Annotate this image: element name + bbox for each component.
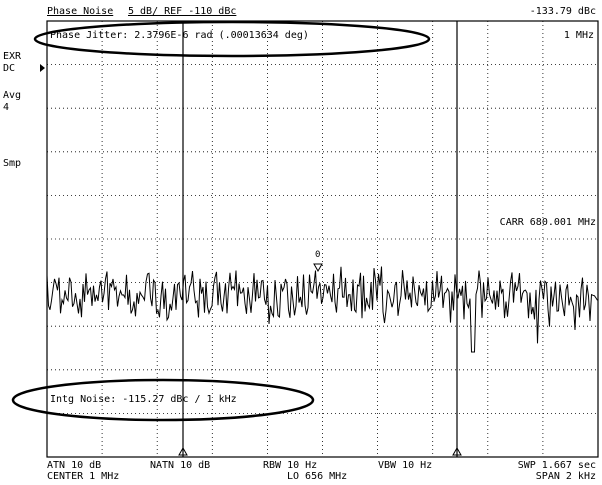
sweep-time-readout: SWP 1.667 sec (517, 460, 596, 471)
graticule-grid (47, 21, 598, 457)
center-marker-icon (313, 263, 323, 273)
intg-noise-highlight (11, 378, 315, 422)
vbw-readout: VBW 10 Hz (378, 460, 433, 471)
display-title: Phase Noise (47, 6, 114, 17)
rbw-readout: RBW 10 Hz (263, 460, 318, 471)
detector-label: Smp (3, 158, 22, 169)
marker-amplitude: -133.79 dBc (529, 6, 596, 17)
avg-count: 4 (3, 102, 10, 113)
dc-coupling-label: DC (3, 63, 16, 74)
stop-marker-icon (452, 446, 462, 456)
marker-offset-readout: 1 MHz (563, 30, 594, 41)
natn-readout: NATN 10 dB (150, 460, 211, 471)
center-freq-readout: CENTER 1 MHz (47, 471, 120, 482)
phase-noise-trace (46, 266, 598, 353)
atn-readout: ATN 10 dB (47, 460, 102, 471)
avg-label: Avg (3, 90, 22, 101)
lo-readout: LO 656 MHz (287, 471, 348, 482)
span-readout: SPAN 2 kHz (535, 471, 596, 482)
phase-jitter-highlight (33, 20, 431, 58)
delta-marker-label: 0 (315, 250, 321, 260)
carrier-readout: CARR 680.001 MHz (499, 217, 596, 228)
phase-jitter-readout: Phase Jitter: 2.3796E-6 rad (.00013634 d… (50, 30, 309, 41)
intg-noise-readout: Intg Noise: -115.27 dBc / 1 kHz (50, 394, 237, 405)
ext-ref-label: EXR (3, 51, 22, 62)
scale-ref: 5 dB/ REF -110 dBc (128, 6, 237, 17)
dc-arrow-icon (40, 64, 45, 72)
start-marker-icon (178, 446, 188, 456)
